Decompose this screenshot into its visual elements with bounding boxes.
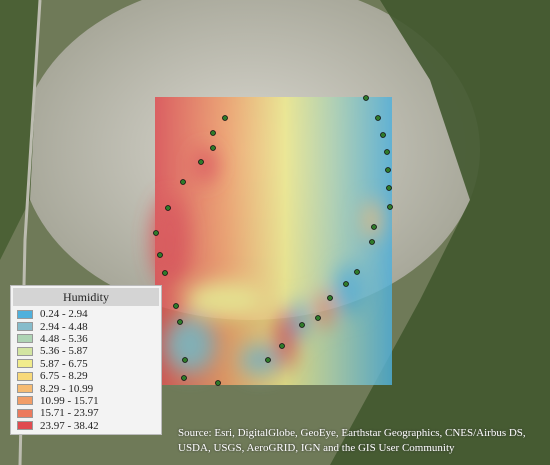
- legend-item: 10.99 - 15.71: [17, 395, 161, 407]
- legend-label: 0.24 - 2.94: [40, 308, 88, 321]
- legend-swatch: [17, 384, 33, 394]
- legend-label: 23.97 - 38.42: [40, 419, 99, 432]
- legend-items: 0.24 - 2.94 2.94 - 4.48 4.48 - 5.36 5.36 - …: [11, 308, 161, 432]
- legend-swatch: [17, 346, 33, 356]
- legend-item: 5.87 - 6.75: [17, 358, 161, 370]
- legend-label: 8.29 - 10.99: [40, 382, 94, 395]
- legend-swatch: [17, 334, 33, 344]
- legend-swatch: [17, 322, 33, 332]
- legend-item: 2.94 - 4.48: [17, 320, 161, 333]
- legend-label: 5.87 - 6.75: [40, 357, 88, 370]
- legend-item: 4.48 - 5.36: [17, 333, 161, 345]
- humidity-surface: [152, 97, 392, 385]
- legend-label: 2.94 - 4.48: [40, 320, 88, 333]
- legend-label: 6.75 - 8.29: [40, 370, 88, 383]
- legend-label: 5.36 - 5.87: [40, 345, 88, 358]
- legend-item: 0.24 - 2.94: [17, 308, 161, 320]
- legend-swatch: [17, 371, 33, 381]
- legend-item: 8.29 - 10.99: [17, 382, 161, 395]
- legend-item: 5.36 - 5.87: [17, 345, 161, 357]
- forest: [0, 0, 40, 260]
- legend-item: 23.97 - 38.42: [17, 420, 161, 432]
- sample-points: [153, 95, 393, 386]
- legend-label: 15.71 - 23.97: [40, 407, 99, 420]
- forest: [330, 0, 550, 465]
- legend-swatch: [17, 396, 33, 406]
- legend-swatch: [17, 359, 33, 369]
- legend-title: Humidity: [13, 288, 159, 306]
- legend-item: 15.71 - 23.97: [17, 407, 161, 419]
- legend-label: 10.99 - 15.71: [40, 394, 99, 407]
- legend-swatch: [17, 421, 33, 431]
- legend-label: 4.48 - 5.36: [40, 332, 88, 345]
- legend-item: 6.75 - 8.29: [17, 370, 161, 382]
- legend-swatch: [17, 309, 33, 319]
- source-credit: Source: Esri, DigitalGlobe, GeoEye, Eart…: [178, 427, 526, 454]
- legend-swatch: [17, 408, 33, 418]
- legend: Humidity 0.24 - 2.94 2.94 - 4.48 4.48 - 5.…: [10, 285, 162, 435]
